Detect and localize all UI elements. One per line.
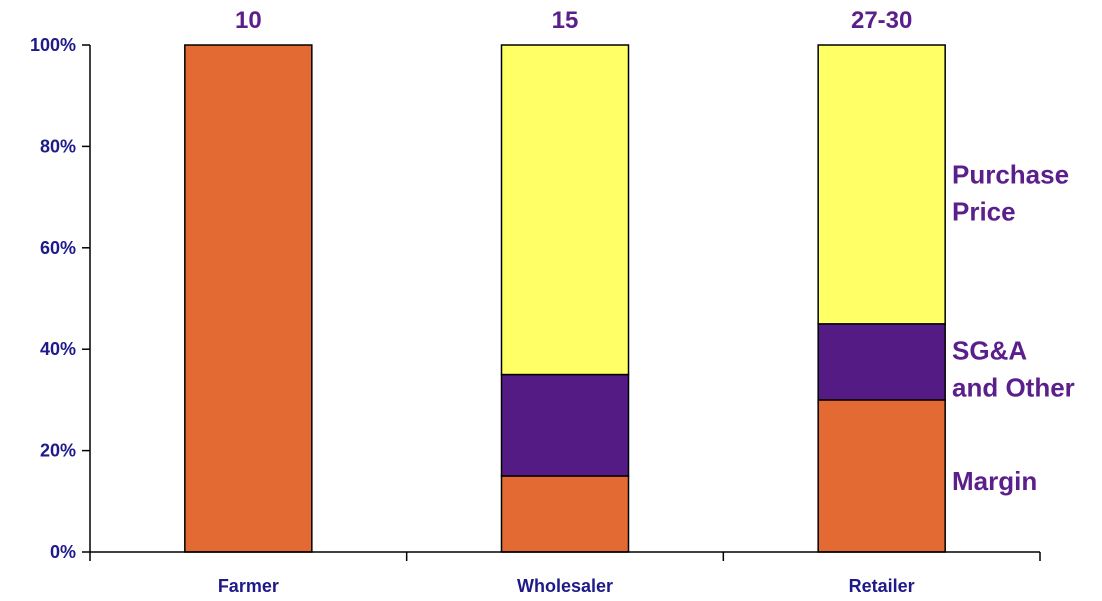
legend-label-margin: Margin bbox=[952, 466, 1037, 496]
bar-total-label: 27-30 bbox=[851, 7, 912, 34]
legend-label-line: SG&A bbox=[952, 336, 1027, 366]
legend-label-line: Price bbox=[952, 197, 1016, 227]
bar-totals: 10 15 27-30 bbox=[235, 7, 912, 34]
legend: Purchase Price SG&A and Other Margin bbox=[952, 160, 1075, 497]
y-tick-label: 100% bbox=[30, 35, 76, 55]
bars bbox=[184, 44, 946, 553]
legend-label-purchase-price: Purchase Price bbox=[952, 160, 1069, 227]
y-tick-label: 40% bbox=[40, 339, 76, 359]
axes bbox=[89, 45, 1041, 561]
x-axis-labels: Farmer Wholesaler Retailer bbox=[218, 576, 915, 596]
x-tick-label: Wholesaler bbox=[517, 576, 613, 596]
y-axis-ticks: 0% 20% 40% 60% 80% 100% bbox=[30, 35, 90, 562]
bar-total-label: 10 bbox=[235, 7, 262, 34]
y-tick-label: 80% bbox=[40, 136, 76, 156]
bar-segment-margin-retailer bbox=[817, 399, 946, 553]
bar-segment-sg-a-and-other-retailer bbox=[817, 323, 946, 401]
legend-label-line: Margin bbox=[952, 466, 1037, 496]
x-tick-label: Farmer bbox=[218, 576, 279, 596]
bar-total-label: 15 bbox=[552, 7, 579, 34]
x-tick-label: Retailer bbox=[849, 576, 915, 596]
bar-segment-margin-farmer bbox=[184, 44, 313, 553]
bar-segment-margin-wholesaler bbox=[500, 475, 630, 553]
bar-segment-purchase-price-retailer bbox=[817, 44, 946, 325]
y-tick-label: 0% bbox=[50, 542, 76, 562]
legend-label-sg-a-and-other: SG&A and Other bbox=[952, 336, 1075, 403]
legend-label-line: and Other bbox=[952, 373, 1075, 403]
bar-segment-sg-a-and-other-wholesaler bbox=[500, 373, 630, 477]
y-tick-label: 60% bbox=[40, 238, 76, 258]
legend-label-line: Purchase bbox=[952, 160, 1069, 190]
y-tick-label: 20% bbox=[40, 441, 76, 461]
bar-segment-purchase-price-wholesaler bbox=[500, 44, 630, 376]
